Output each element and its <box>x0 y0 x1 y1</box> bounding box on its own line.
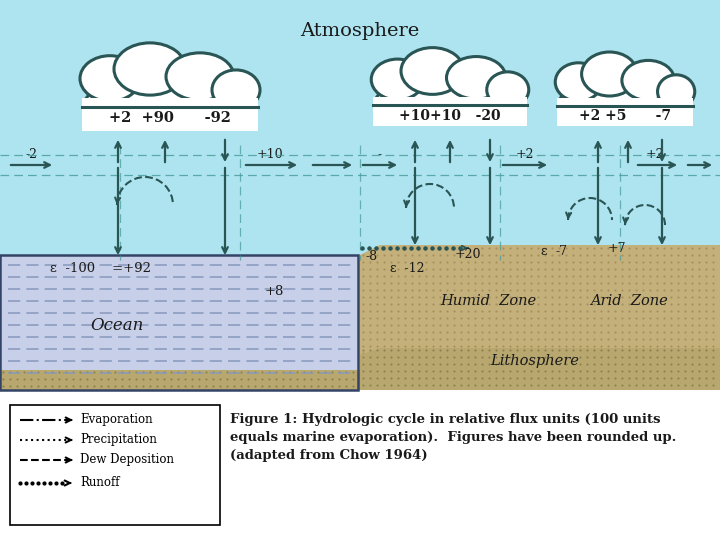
Text: ε: ε <box>540 245 546 258</box>
Text: Atmosphere: Atmosphere <box>300 22 420 40</box>
Ellipse shape <box>80 56 140 102</box>
Text: +2: +2 <box>516 148 534 161</box>
Bar <box>82 98 258 131</box>
Text: Evaporation: Evaporation <box>80 414 153 427</box>
Text: Humid  Zone: Humid Zone <box>440 294 536 308</box>
Ellipse shape <box>212 70 260 110</box>
Text: Lithosphere: Lithosphere <box>490 354 579 368</box>
Bar <box>0 370 360 390</box>
Text: +2 +5      -7: +2 +5 -7 <box>579 109 671 123</box>
Bar <box>373 97 527 126</box>
Bar <box>0 255 360 390</box>
Ellipse shape <box>401 48 464 94</box>
Polygon shape <box>360 348 720 390</box>
Text: ε  -12: ε -12 <box>390 262 425 275</box>
Bar <box>0 390 720 540</box>
Text: Precipitation: Precipitation <box>80 434 157 447</box>
Ellipse shape <box>85 78 255 126</box>
Text: -8: -8 <box>365 250 377 263</box>
Text: (adapted from Chow 1964): (adapted from Chow 1964) <box>230 449 428 462</box>
Bar <box>0 0 720 390</box>
Text: +10+10   -20: +10+10 -20 <box>399 109 501 123</box>
Text: ε  -100    =+92: ε -100 =+92 <box>50 262 151 275</box>
Text: +10: +10 <box>257 148 283 161</box>
Ellipse shape <box>372 59 424 100</box>
Ellipse shape <box>555 63 602 101</box>
Bar <box>557 98 693 126</box>
Text: Figure 1: Hydrologic cycle in relative flux units (100 units: Figure 1: Hydrologic cycle in relative f… <box>230 413 660 426</box>
Ellipse shape <box>446 57 506 99</box>
Ellipse shape <box>559 82 691 122</box>
Text: Arid  Zone: Arid Zone <box>590 294 667 308</box>
Text: Ocean: Ocean <box>90 317 143 334</box>
Text: +7: +7 <box>608 242 626 255</box>
Ellipse shape <box>166 53 234 100</box>
Bar <box>10 405 220 525</box>
Bar <box>0 255 358 390</box>
Ellipse shape <box>657 75 695 109</box>
Text: equals marine evaporation).  Figures have been rounded up.: equals marine evaporation). Figures have… <box>230 431 676 444</box>
Text: +8: +8 <box>265 285 284 298</box>
Text: -: - <box>378 148 382 161</box>
Ellipse shape <box>622 60 675 100</box>
Text: +2: +2 <box>646 148 665 161</box>
Ellipse shape <box>376 79 524 122</box>
Ellipse shape <box>582 52 637 96</box>
Polygon shape <box>360 245 720 390</box>
Text: +2  +90      -92: +2 +90 -92 <box>109 111 231 125</box>
Text: -2: -2 <box>26 148 38 161</box>
Ellipse shape <box>487 72 528 107</box>
Text: Dew Deposition: Dew Deposition <box>80 454 174 467</box>
Text: Runoff: Runoff <box>80 476 120 489</box>
Text: +20: +20 <box>455 248 482 261</box>
Text: -7: -7 <box>555 245 567 258</box>
Ellipse shape <box>114 43 186 95</box>
